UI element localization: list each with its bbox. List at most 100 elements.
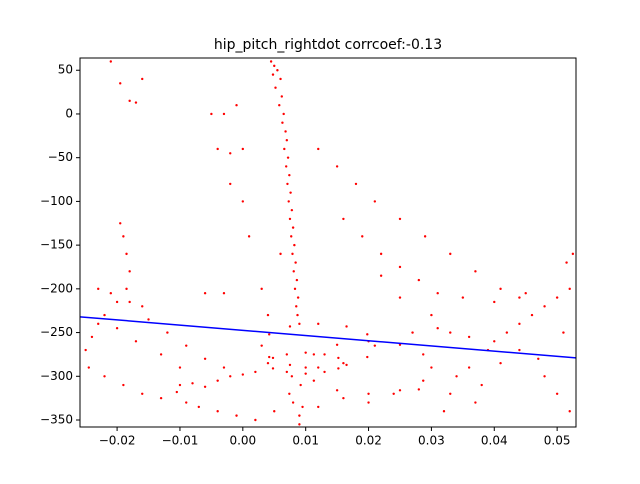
point <box>197 405 201 409</box>
point <box>222 112 226 116</box>
point <box>367 401 370 404</box>
point <box>97 322 100 326</box>
point <box>203 292 207 295</box>
point <box>291 401 295 404</box>
x-tick-label: 0.03 <box>418 434 445 448</box>
point <box>430 313 433 317</box>
point <box>345 363 348 367</box>
point <box>342 396 345 400</box>
fit-line <box>80 316 576 359</box>
point <box>298 322 301 326</box>
point <box>288 325 292 328</box>
point <box>147 318 150 321</box>
point <box>379 252 383 256</box>
y-tick-label: −100 <box>40 194 73 208</box>
point <box>125 287 128 291</box>
y-tick-label: −250 <box>40 325 73 339</box>
point <box>97 287 100 291</box>
point <box>296 296 300 299</box>
point <box>280 95 283 98</box>
point <box>373 344 377 347</box>
point <box>222 292 226 295</box>
point <box>288 173 291 177</box>
point <box>323 353 326 356</box>
point <box>287 200 290 203</box>
point <box>271 367 275 370</box>
point <box>178 366 182 369</box>
point <box>260 344 263 347</box>
point <box>518 296 521 299</box>
point <box>122 383 125 387</box>
point <box>304 351 307 354</box>
point <box>474 401 477 404</box>
point <box>274 86 277 89</box>
point <box>191 382 194 385</box>
point <box>266 361 270 365</box>
point <box>568 287 571 291</box>
point <box>449 252 452 256</box>
point <box>235 104 238 107</box>
point <box>284 165 288 168</box>
point <box>115 300 119 304</box>
point <box>285 138 289 142</box>
x-tick-label: 0.01 <box>292 434 319 448</box>
point <box>185 344 188 347</box>
point <box>276 69 279 72</box>
point <box>241 147 245 151</box>
point <box>373 200 377 203</box>
point <box>295 278 299 282</box>
point <box>422 379 425 382</box>
y-tick-label: 50 <box>58 63 73 77</box>
point <box>367 392 370 395</box>
point <box>518 322 521 326</box>
point <box>290 208 294 212</box>
point <box>543 305 546 308</box>
point <box>291 252 294 256</box>
chart-title: hip_pitch_rightdot corrcoef:-0.13 <box>214 37 442 53</box>
point <box>430 366 433 369</box>
point <box>366 355 369 359</box>
point <box>222 366 226 369</box>
point <box>398 343 402 347</box>
point <box>241 200 245 203</box>
point <box>474 270 477 273</box>
point <box>279 252 282 256</box>
point <box>398 389 402 392</box>
point <box>283 147 286 151</box>
point <box>134 101 138 104</box>
point <box>366 333 369 336</box>
point <box>312 353 316 356</box>
point <box>166 331 169 334</box>
point <box>392 392 395 395</box>
point <box>268 355 271 359</box>
point <box>292 270 295 273</box>
y-tick-label: −300 <box>40 369 73 383</box>
point <box>335 343 339 347</box>
point <box>298 414 301 417</box>
point <box>555 296 559 299</box>
point <box>273 64 276 68</box>
point <box>103 313 106 317</box>
point <box>286 182 289 186</box>
point <box>159 353 163 356</box>
point <box>119 82 122 85</box>
point <box>323 370 326 374</box>
x-tick-label: 0.02 <box>355 434 382 448</box>
y-tick-label: −200 <box>40 281 73 295</box>
point <box>298 423 301 426</box>
point <box>290 235 293 238</box>
y-tick-label: −350 <box>40 413 73 427</box>
point <box>436 326 439 330</box>
point <box>449 392 452 395</box>
point <box>312 379 316 382</box>
point <box>555 392 559 395</box>
point <box>289 191 292 194</box>
point <box>345 325 348 328</box>
point <box>543 375 546 378</box>
point <box>87 366 91 369</box>
point <box>342 361 345 365</box>
point <box>269 60 273 63</box>
point <box>299 383 302 387</box>
